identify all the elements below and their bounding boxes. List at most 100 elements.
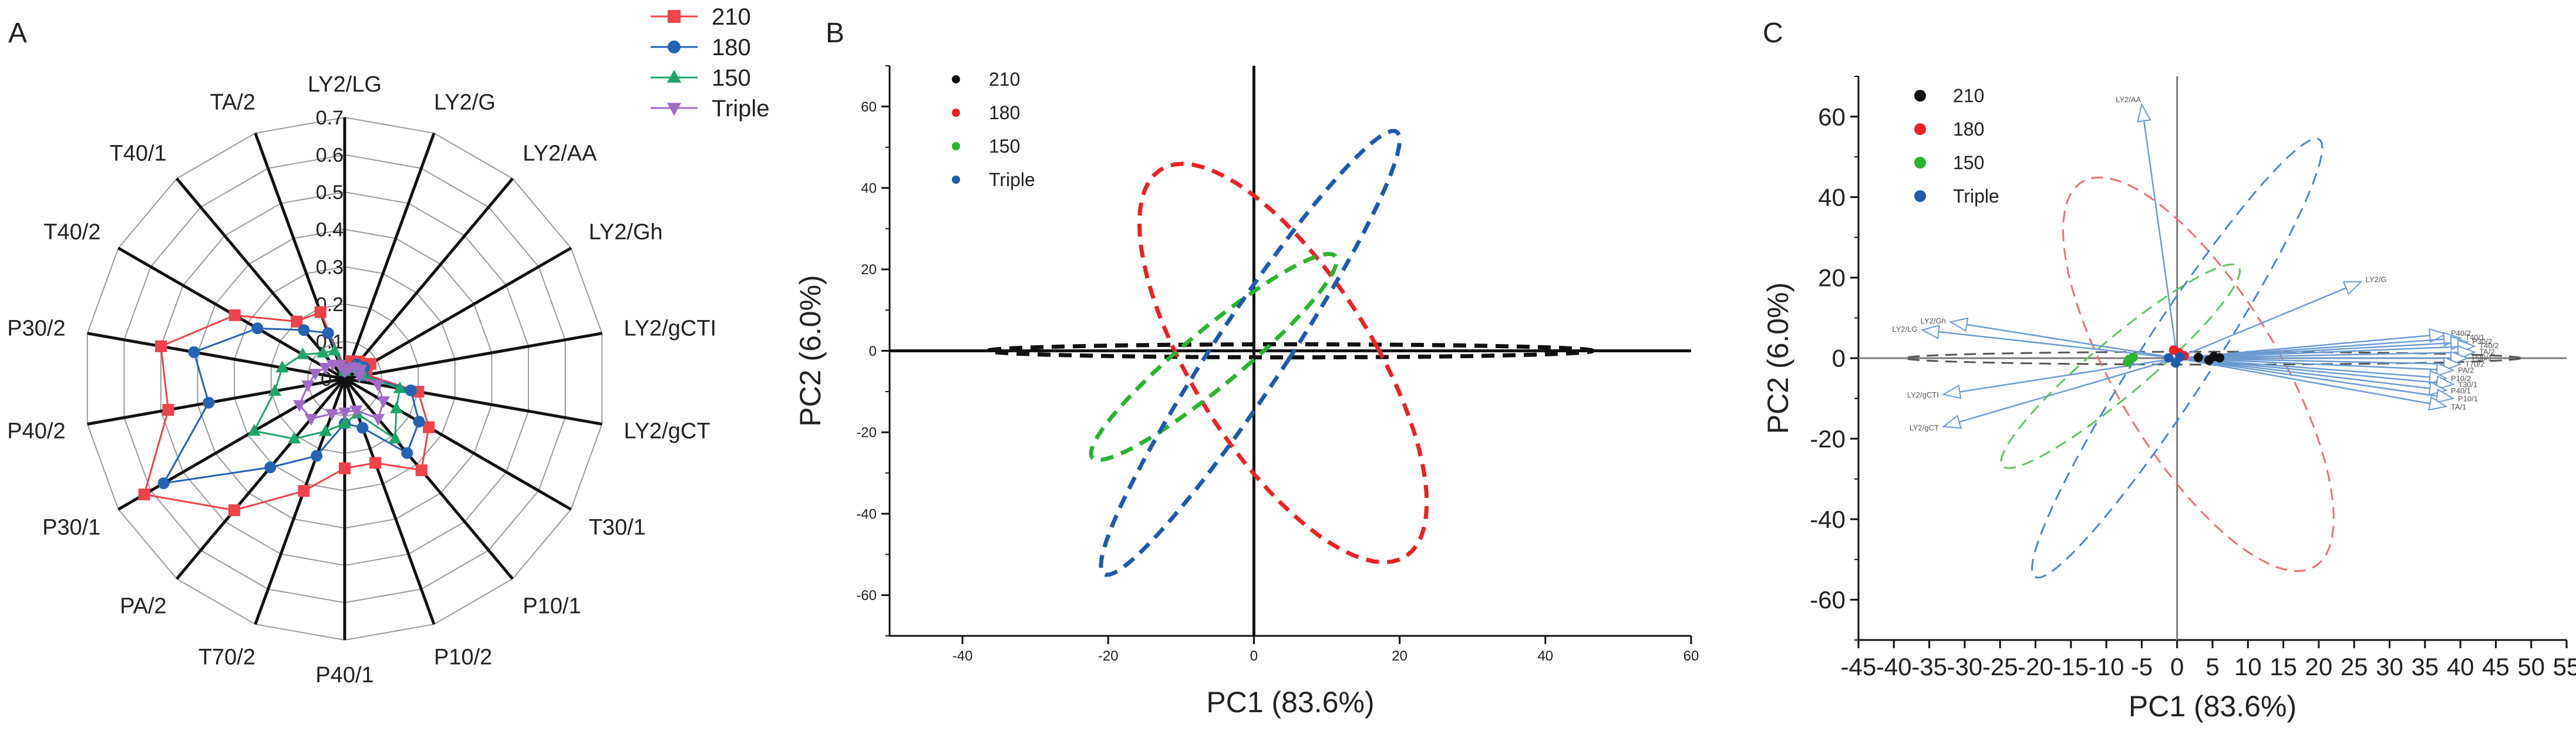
- radar-point: [371, 379, 385, 392]
- radar-point: [338, 416, 351, 429]
- x-tick-label: 40: [2447, 653, 2474, 681]
- radar-legend: 210 180 150 Triple: [651, 4, 770, 122]
- loading-label: T30/1: [2458, 380, 2477, 389]
- y-tick-label: 40: [1818, 183, 1846, 211]
- legend-label: 210: [712, 4, 751, 30]
- radar-point: [390, 401, 403, 413]
- radar-axis-label: LY2/AA: [523, 142, 597, 166]
- x-tick-label: 40: [1537, 648, 1553, 664]
- loading-vector: [1959, 357, 2177, 393]
- y-tick-label: 0: [869, 343, 877, 359]
- x-tick-label: 20: [2305, 653, 2333, 681]
- radar-axis-label: P40/2: [7, 419, 65, 443]
- loading-arrowhead: [2428, 328, 2448, 343]
- score-point: [2175, 352, 2185, 362]
- radar-spoke: [343, 132, 436, 379]
- loading-label: T40/2: [2479, 341, 2498, 350]
- x-tick-label: 5: [2205, 653, 2219, 681]
- loading-label: TA/2: [2479, 348, 2495, 356]
- confidence-ellipse: [1089, 251, 1339, 462]
- confidence-ellipse: [1137, 161, 1429, 565]
- radar-point: [138, 489, 150, 501]
- radar-spoke: [344, 177, 514, 380]
- pca-chart-b: 60 40 20 0 -20 -40 -60 -40 -20 0 20 40 60 210 180 150 Tr…: [794, 65, 1699, 719]
- legend-marker: [668, 41, 681, 53]
- y-tick-label: 0: [1832, 345, 1846, 372]
- loading-label: T70/2: [2465, 359, 2484, 368]
- legend-marker: [666, 103, 682, 116]
- radar-point: [423, 421, 435, 433]
- confidence-ellipse: [2031, 137, 2324, 579]
- loading-arrowhead: [1920, 324, 1940, 339]
- radar-point: [401, 447, 413, 459]
- y-axis-label: PC2 (6.0%): [794, 275, 827, 426]
- radar-point: [292, 400, 306, 412]
- radar-point: [288, 432, 301, 444]
- radar-axis-label: P30/2: [7, 316, 65, 341]
- loading-label: LY2/LG: [1892, 325, 1917, 334]
- radar-point: [298, 485, 310, 497]
- y-tick-label: 40: [861, 180, 877, 196]
- radar-point: [291, 315, 303, 328]
- radar-point: [188, 346, 200, 358]
- x-tick-label: -20: [2018, 653, 2053, 681]
- panel-letter-a: A: [8, 18, 27, 49]
- radar-point: [377, 396, 390, 409]
- confidence-ellipse: [2000, 263, 2241, 469]
- radar-tick-label: 0.3: [316, 256, 344, 278]
- radar-axis-labels: LY2/LG LY2/G LY2/AA LY2/Gh LY2/gCTI LY2/gCT T3…: [7, 72, 716, 688]
- radar-point: [339, 462, 351, 474]
- radar-point: [296, 347, 309, 359]
- x-tick-label: 30: [2376, 653, 2403, 681]
- loading-vector: [2177, 357, 2430, 405]
- score-point: [2193, 352, 2203, 362]
- loading-label: P40/1: [2451, 386, 2471, 395]
- radar-axis-label: LY2/Gh: [589, 220, 663, 245]
- x-tick-label: -10: [2089, 653, 2124, 681]
- radar-point: [247, 424, 261, 436]
- panel-letter-b: B: [826, 18, 844, 49]
- radar-point: [298, 324, 310, 336]
- x-tick-label: -30: [1947, 653, 1983, 681]
- x-tick-label: 25: [2341, 653, 2368, 681]
- radar-point: [318, 362, 332, 375]
- loading-arrowhead: [2435, 389, 2455, 403]
- loading-arrowhead: [2436, 362, 2455, 377]
- x-tick-label: 0: [2170, 653, 2184, 681]
- loading-label: P30/2: [2472, 337, 2492, 346]
- radar-tick-label: 0.4: [316, 219, 344, 241]
- legend-label: 150: [989, 136, 1020, 157]
- radar-point: [415, 464, 427, 476]
- x-tick-label: -5: [2131, 653, 2153, 681]
- radar-axis-label: T40/1: [110, 142, 167, 166]
- radar-spoke: [176, 177, 346, 380]
- radar-point: [356, 422, 369, 434]
- legend-label: 180: [989, 102, 1020, 123]
- y-tick-label: 20: [861, 262, 877, 278]
- x-axis-label: PC1 (83.6%): [2129, 690, 2296, 723]
- confidence-ellipse: [983, 342, 1598, 360]
- x-tick-label: -45: [1841, 653, 1877, 681]
- radar-point: [413, 416, 425, 428]
- legend-label: 210: [989, 69, 1020, 90]
- loading-arrowhead: [2435, 375, 2455, 390]
- radar-axis-label: P30/1: [42, 516, 100, 540]
- y-tick-label: -20: [1810, 425, 1846, 453]
- radar-point: [369, 457, 382, 469]
- radar-point: [268, 383, 282, 396]
- radar-point: [162, 403, 174, 416]
- loading-label: LY2/Gh: [1921, 316, 1946, 325]
- legend-marker: [668, 10, 681, 23]
- loading-vector: [1959, 357, 2178, 423]
- loading-vector: [2177, 357, 2430, 389]
- x-tick-label: 20: [1392, 648, 1407, 664]
- radar-axis-label: LY2/gCT: [624, 419, 710, 443]
- loading-vector: [2177, 357, 2437, 397]
- radar-spoke: [117, 377, 346, 511]
- radar-point: [314, 306, 326, 318]
- radar-spoke: [176, 378, 346, 580]
- loading-arrowhead: [2342, 281, 2363, 295]
- radar-axis-label: T30/1: [589, 516, 646, 540]
- loading-arrowhead: [2137, 103, 2151, 123]
